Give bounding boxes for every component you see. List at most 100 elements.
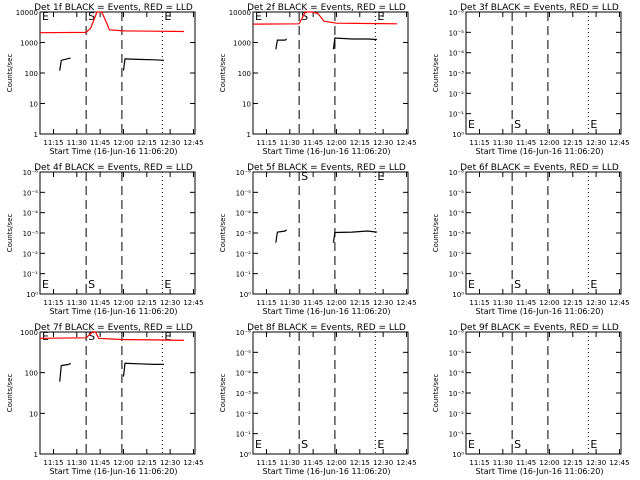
marker-label: E [164, 10, 171, 23]
y-tick-label: 100 [25, 70, 38, 78]
plot-frame [39, 331, 196, 455]
panel-title: Det 4f BLACK = Events, RED = LLD [34, 163, 193, 173]
marker-label: S [301, 170, 308, 183]
x-tick-label: 11:45 [516, 299, 536, 307]
x-tick-label: 12:00 [326, 459, 346, 467]
panel-title: Det 5f BLACK = Events, RED = LLD [247, 163, 406, 173]
marker-label: E [42, 330, 49, 343]
marker-label: S [88, 10, 95, 23]
panel-title: Det 2f BLACK = Events, RED = LLD [247, 3, 406, 13]
plot-frame [465, 171, 622, 295]
plot-frame [465, 331, 622, 455]
x-tick-label: 11:30 [493, 139, 513, 147]
y-tick-label: 10⁻⁴ [236, 370, 252, 378]
y-tick-label: 10⁻⁴ [449, 50, 465, 58]
x-tick-label: 12:30 [373, 459, 393, 467]
y-axis-label: Counts/sec [432, 374, 440, 413]
y-tick-label: 10⁻¹ [236, 431, 252, 439]
y-tick-label: 10 [29, 101, 38, 109]
x-tick-label: 11:45 [90, 459, 110, 467]
x-tick-label: 11:45 [516, 459, 536, 467]
x-tick-label: 11:45 [303, 139, 323, 147]
x-axis-label: Start Time (16-Jun-16 11:06:20) [263, 467, 391, 476]
y-tick-label: 10⁻¹ [449, 431, 465, 439]
y-axis-label: Counts/sec [6, 54, 14, 93]
y-axis-label: Counts/sec [6, 374, 14, 413]
x-tick-label: 11:45 [516, 139, 536, 147]
marker-label: E [164, 278, 171, 291]
marker-label: E [42, 278, 49, 291]
plot-frame [252, 331, 409, 455]
y-tick-label: 10⁻¹ [236, 271, 252, 279]
x-axis-label: Start Time (16-Jun-16 11:06:20) [476, 307, 604, 316]
x-tick-label: 12:45 [396, 459, 416, 467]
panel-9: Det 9f BLACK = Events, RED = LLD 10⁰ 10⁻¹ 1… [432, 323, 630, 476]
panel-6: Det 6f BLACK = Events, RED = LLD 10⁰ 10⁻¹ 1… [432, 163, 630, 316]
series-lld-line [39, 331, 185, 341]
y-tick-label: 10⁻² [449, 250, 465, 258]
y-tick-label: 1 [34, 131, 38, 139]
y-tick-label: 10⁻⁶ [236, 329, 252, 337]
series-events-line [59, 57, 71, 71]
y-tick-label: 10⁻⁶ [23, 169, 39, 177]
x-tick-label: 11:30 [280, 299, 300, 307]
marker-label: E [590, 278, 597, 291]
y-tick-label: 1 [34, 451, 38, 459]
x-axis-label: Start Time (16-Jun-16 11:06:20) [263, 147, 391, 156]
y-tick-label: 10⁻⁶ [236, 169, 252, 177]
x-tick-label: 12:45 [183, 139, 203, 147]
marker-label: E [255, 438, 262, 451]
y-tick-label: 1000 [233, 40, 251, 48]
x-axis-label: Start Time (16-Jun-16 11:06:20) [50, 307, 178, 316]
marker-label: S [88, 330, 95, 343]
y-tick-label: 10⁻⁵ [236, 349, 252, 357]
y-tick-label: 10⁰ [452, 451, 464, 459]
y-tick-label: 10⁻⁴ [449, 210, 465, 218]
x-tick-label: 12:45 [183, 459, 203, 467]
y-tick-label: 10⁻² [23, 250, 39, 258]
x-tick-label: 11:45 [90, 299, 110, 307]
panel-7: Det 7f BLACK = Events, RED = LLD 1 10 100 10… [6, 323, 204, 476]
x-tick-label: 12:00 [539, 299, 559, 307]
panel-2: Det 2f BLACK = Events, RED = LLD 1 10 100 10… [219, 3, 417, 156]
marker-label: S [301, 438, 308, 451]
x-tick-label: 12:15 [563, 299, 583, 307]
y-axis-label: Counts/sec [6, 214, 14, 253]
x-tick-label: 11:15 [469, 139, 489, 147]
y-tick-label: 100 [238, 70, 251, 78]
y-tick-label: 10⁰ [452, 131, 464, 139]
x-tick-label: 12:45 [609, 139, 629, 147]
plot-frame [465, 11, 622, 135]
panel-title: Det 7f BLACK = Events, RED = LLD [34, 323, 193, 333]
y-tick-label: 10⁻⁶ [449, 169, 465, 177]
y-tick-label: 10⁻⁵ [449, 189, 465, 197]
x-tick-label: 12:45 [609, 459, 629, 467]
y-tick-label: 10⁻² [449, 410, 465, 418]
marker-label: E [377, 438, 384, 451]
x-tick-label: 12:15 [137, 459, 157, 467]
y-tick-label: 10⁻³ [23, 230, 39, 238]
y-tick-label: 10 [29, 410, 38, 418]
marker-label: E [164, 330, 171, 343]
y-tick-label: 100 [25, 370, 38, 378]
x-tick-label: 12:45 [609, 299, 629, 307]
y-tick-label: 10⁻³ [236, 230, 252, 238]
y-tick-label: 1 [247, 131, 251, 139]
x-axis-label: Start Time (16-Jun-16 11:06:20) [50, 467, 178, 476]
y-axis-label: Counts/sec [219, 214, 227, 253]
x-tick-label: 11:45 [303, 459, 323, 467]
x-tick-label: 12:15 [563, 139, 583, 147]
y-tick-label: 10⁰ [26, 291, 38, 299]
panel-3: Det 3f BLACK = Events, RED = LLD 10⁰ 10⁻¹ 1… [432, 3, 630, 156]
marker-label: E [468, 438, 475, 451]
y-tick-label: 10⁻³ [236, 390, 252, 398]
x-axis-label: Start Time (16-Jun-16 11:06:20) [476, 147, 604, 156]
x-tick-label: 11:15 [43, 299, 63, 307]
plot-frame [252, 11, 409, 135]
y-tick-label: 10⁻⁴ [236, 210, 252, 218]
x-tick-label: 12:30 [586, 299, 606, 307]
y-axis-label: Counts/sec [432, 54, 440, 93]
x-tick-label: 11:30 [280, 139, 300, 147]
x-tick-label: 11:15 [43, 459, 63, 467]
